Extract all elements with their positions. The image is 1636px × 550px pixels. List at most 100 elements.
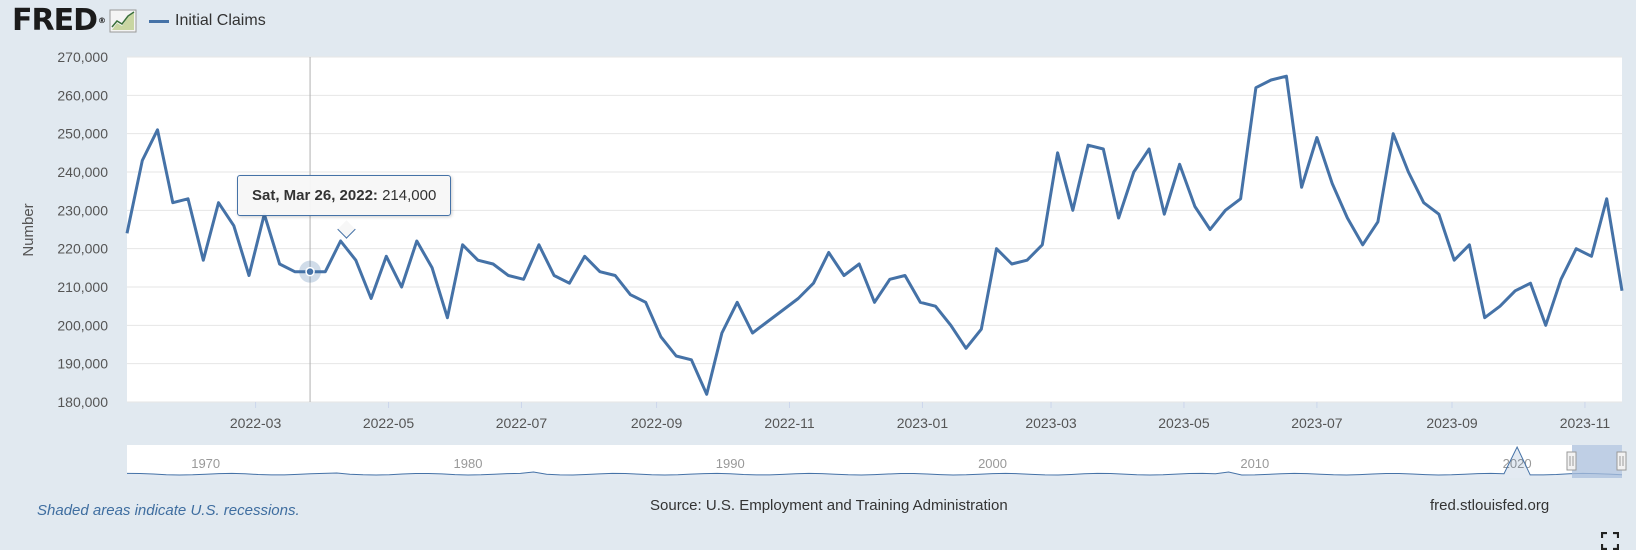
data-point[interactable]	[1418, 197, 1430, 209]
data-point[interactable]	[472, 254, 484, 266]
data-point[interactable]	[1402, 166, 1414, 178]
data-point[interactable]	[1372, 216, 1384, 228]
data-point[interactable]	[792, 293, 804, 305]
data-point[interactable]	[136, 155, 148, 167]
data-point[interactable]	[685, 354, 697, 366]
data-point[interactable]	[1097, 143, 1109, 155]
data-point[interactable]	[579, 250, 591, 262]
data-point[interactable]	[1570, 243, 1582, 255]
data-point[interactable]	[228, 220, 240, 232]
data-point[interactable]	[1616, 285, 1628, 297]
legend[interactable]: Initial Claims	[149, 12, 266, 30]
data-point[interactable]	[670, 350, 682, 362]
data-point[interactable]	[1357, 239, 1369, 251]
data-point[interactable]	[914, 296, 926, 308]
data-point[interactable]	[945, 319, 957, 331]
data-point[interactable]	[380, 250, 392, 262]
data-point[interactable]	[1158, 208, 1170, 220]
data-point[interactable]	[274, 258, 286, 270]
data-point[interactable]	[533, 239, 545, 251]
data-point[interactable]	[609, 270, 621, 282]
data-point[interactable]	[747, 327, 759, 339]
data-point[interactable]	[1204, 224, 1216, 236]
data-point[interactable]	[1250, 82, 1262, 94]
navigator-area[interactable]	[127, 445, 1622, 478]
data-point[interactable]	[991, 243, 1003, 255]
data-point[interactable]	[563, 277, 575, 289]
data-point[interactable]	[350, 254, 362, 266]
data-point[interactable]	[518, 273, 530, 285]
data-point[interactable]	[762, 316, 774, 328]
data-point[interactable]	[1174, 158, 1186, 170]
fred-url[interactable]: fred.stlouisfed.org	[1430, 497, 1550, 514]
data-point[interactable]	[1006, 258, 1018, 270]
data-point[interactable]	[243, 270, 255, 282]
data-point[interactable]	[1082, 139, 1094, 151]
data-point[interactable]	[1509, 285, 1521, 297]
data-point[interactable]	[167, 197, 179, 209]
data-point[interactable]	[121, 227, 133, 239]
data-point[interactable]	[655, 331, 667, 343]
navigator-handle-left[interactable]	[1566, 451, 1577, 471]
data-point[interactable]	[1052, 147, 1064, 159]
data-point[interactable]	[1341, 212, 1353, 224]
data-point[interactable]	[853, 258, 865, 270]
data-point[interactable]	[182, 193, 194, 205]
data-point[interactable]	[1143, 143, 1155, 155]
data-point[interactable]	[716, 327, 728, 339]
data-point[interactable]	[1067, 204, 1079, 216]
data-point[interactable]	[869, 296, 881, 308]
data-point[interactable]	[1463, 239, 1475, 251]
data-point[interactable]	[1113, 212, 1125, 224]
series-line[interactable]	[125, 74, 1624, 396]
data-point[interactable]	[594, 266, 606, 278]
data-point[interactable]	[1311, 132, 1323, 144]
data-point[interactable]	[1525, 277, 1537, 289]
data-point[interactable]	[1494, 300, 1506, 312]
data-point[interactable]	[548, 270, 560, 282]
data-point[interactable]	[1326, 178, 1338, 190]
data-point[interactable]	[441, 312, 453, 324]
data-point[interactable]	[899, 270, 911, 282]
data-point[interactable]	[1021, 254, 1033, 266]
data-point[interactable]	[289, 266, 301, 278]
data-point[interactable]	[457, 239, 469, 251]
data-point[interactable]	[365, 293, 377, 305]
data-point[interactable]	[884, 273, 896, 285]
data-point[interactable]	[1235, 193, 1247, 205]
data-point[interactable]	[1296, 181, 1308, 193]
data-point[interactable]	[808, 277, 820, 289]
data-point[interactable]	[396, 281, 408, 293]
data-point[interactable]	[975, 323, 987, 335]
data-point[interactable]	[1555, 273, 1567, 285]
data-point[interactable]	[1387, 128, 1399, 140]
data-point[interactable]	[640, 296, 652, 308]
data-point[interactable]	[502, 270, 514, 282]
fred-logo[interactable]: FRED®	[12, 6, 106, 36]
data-point[interactable]	[1586, 250, 1598, 262]
data-point[interactable]	[319, 266, 331, 278]
data-point[interactable]	[1036, 239, 1048, 251]
data-point[interactable]	[701, 388, 713, 400]
data-point[interactable]	[838, 270, 850, 282]
data-point[interactable]	[731, 296, 743, 308]
data-point[interactable]	[487, 258, 499, 270]
data-point[interactable]	[1219, 204, 1231, 216]
data-point[interactable]	[213, 197, 225, 209]
fullscreen-icon[interactable]	[1601, 532, 1619, 550]
data-point[interactable]	[152, 124, 164, 136]
data-point[interactable]	[1601, 193, 1613, 205]
data-point[interactable]	[1540, 319, 1552, 331]
data-point[interactable]	[624, 289, 636, 301]
data-point[interactable]	[1265, 74, 1277, 86]
navigator-handle-right[interactable]	[1616, 451, 1627, 471]
data-point[interactable]	[411, 235, 423, 247]
data-point[interactable]	[960, 342, 972, 354]
data-point[interactable]	[1189, 201, 1201, 213]
data-point[interactable]	[1433, 208, 1445, 220]
data-point[interactable]	[1479, 312, 1491, 324]
data-point[interactable]	[823, 247, 835, 259]
data-point[interactable]	[1280, 70, 1292, 82]
data-point[interactable]	[1448, 254, 1460, 266]
